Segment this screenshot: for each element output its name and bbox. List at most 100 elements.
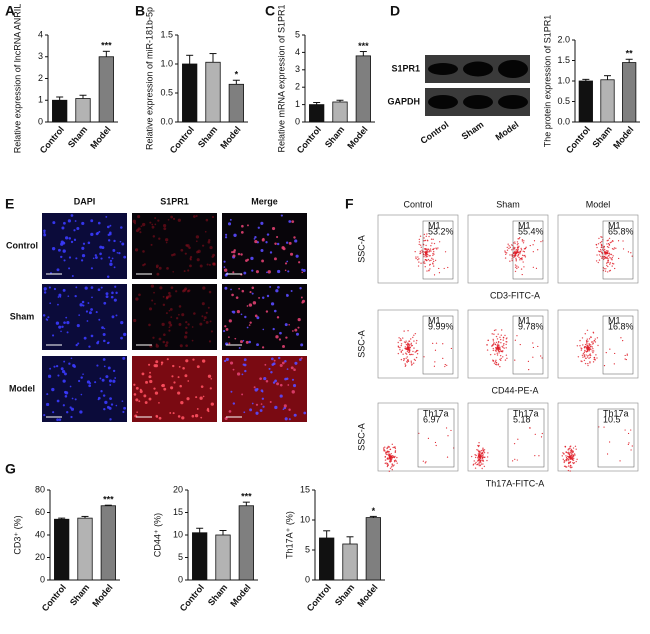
- cell: [101, 378, 105, 382]
- event: [588, 357, 590, 359]
- cell: [172, 364, 175, 368]
- event: [532, 346, 535, 349]
- event: [514, 246, 516, 249]
- event: [594, 341, 597, 343]
- event: [514, 242, 516, 245]
- event: [413, 334, 415, 336]
- event: [520, 247, 522, 250]
- cell: [231, 251, 234, 254]
- event: [491, 344, 494, 346]
- cell: [204, 230, 207, 233]
- cell: [253, 386, 256, 389]
- event: [408, 340, 410, 342]
- event: [480, 463, 483, 465]
- blot-band: [428, 63, 458, 75]
- cell: [270, 371, 273, 374]
- event: [587, 364, 589, 367]
- cell: [135, 386, 139, 390]
- bar: [365, 517, 381, 581]
- event: [439, 241, 441, 243]
- cell: [291, 220, 295, 224]
- row-label: Sham: [10, 311, 35, 321]
- event: [589, 345, 592, 348]
- event: [610, 241, 613, 243]
- event: [590, 348, 592, 350]
- cell: [142, 250, 145, 253]
- event: [495, 361, 498, 364]
- event: [610, 253, 613, 256]
- event: [407, 360, 410, 363]
- cell: [83, 336, 87, 340]
- event: [486, 344, 488, 346]
- cell: [261, 296, 265, 300]
- event: [613, 363, 615, 365]
- column-header: Sham: [496, 199, 520, 209]
- cell: [135, 398, 139, 402]
- event: [514, 266, 517, 268]
- significance: ***: [241, 492, 252, 502]
- event: [516, 335, 518, 337]
- cell: [76, 226, 80, 231]
- event: [444, 364, 446, 366]
- cell: [223, 268, 228, 272]
- event: [400, 358, 403, 361]
- band-label: GAPDH: [387, 96, 420, 106]
- event: [514, 270, 517, 273]
- cell: [100, 257, 103, 260]
- micrograph: [132, 213, 217, 279]
- event: [585, 346, 587, 348]
- event: [572, 456, 574, 458]
- event: [519, 253, 521, 255]
- cell: [223, 330, 226, 333]
- cell: [207, 306, 210, 309]
- cell: [139, 231, 142, 234]
- event: [423, 237, 425, 239]
- x-tick-label: Model: [355, 582, 379, 608]
- cell: [288, 323, 290, 326]
- bar: [355, 55, 371, 123]
- event: [611, 259, 613, 261]
- event: [388, 454, 390, 456]
- gate: [602, 315, 634, 375]
- event: [410, 353, 413, 356]
- event: [517, 266, 520, 268]
- cell: [277, 269, 281, 274]
- cell: [81, 300, 85, 304]
- event: [584, 343, 587, 346]
- cell: [82, 373, 84, 376]
- event: [603, 248, 606, 251]
- row-label: Model: [9, 383, 35, 393]
- cell: [165, 341, 169, 345]
- event: [480, 451, 482, 454]
- event: [442, 357, 444, 359]
- gate-name: M1: [428, 315, 441, 325]
- cell: [63, 321, 66, 324]
- event: [484, 456, 486, 458]
- event: [434, 361, 436, 363]
- event: [424, 254, 427, 256]
- event: [502, 350, 504, 352]
- event: [390, 452, 392, 455]
- event: [588, 338, 591, 340]
- column-header: Model: [586, 199, 611, 209]
- event: [494, 363, 497, 366]
- event: [495, 350, 497, 352]
- cell: [231, 310, 234, 313]
- cell: [64, 395, 68, 398]
- cell: [294, 361, 298, 365]
- cell: [254, 388, 258, 392]
- event: [519, 343, 521, 346]
- event: [384, 459, 387, 461]
- cell: [90, 219, 94, 223]
- event: [428, 251, 431, 253]
- cell: [199, 396, 203, 400]
- cell: [145, 380, 148, 384]
- event: [576, 345, 579, 347]
- cell: [149, 221, 152, 224]
- event: [537, 345, 539, 348]
- event: [505, 341, 507, 343]
- event: [416, 339, 418, 342]
- event: [571, 457, 574, 460]
- y-tick-label: 1.0: [160, 58, 173, 68]
- event: [397, 352, 400, 355]
